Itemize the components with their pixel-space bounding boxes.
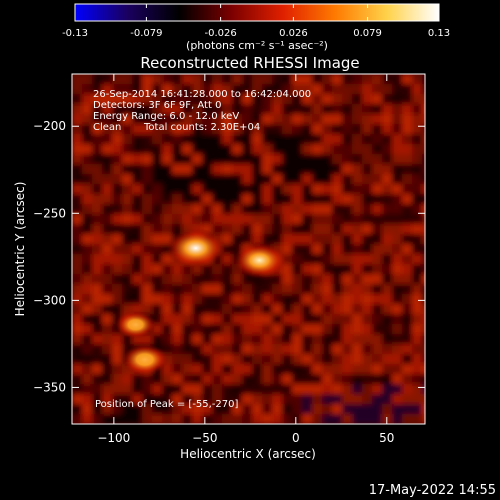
- chart-title: Reconstructed RHESSI Image: [140, 54, 359, 72]
- y-tick-label: −250: [33, 206, 66, 220]
- colorbar-tick-label: 0.079: [353, 28, 382, 39]
- footer-date: 17-May-2022 14:55: [369, 483, 496, 498]
- heatmap-texture: [72, 74, 425, 424]
- annotation-counts: Total counts: 2.30E+04: [143, 122, 260, 133]
- annotation-method: Clean: [93, 122, 121, 133]
- heatmap-source: [114, 310, 157, 339]
- colorbar-tick-label: -0.079: [130, 28, 162, 39]
- colorbar-unit-label: (photons cm⁻² s⁻¹ asec⁻²): [186, 39, 328, 52]
- x-tick-label: −100: [97, 431, 130, 445]
- annotation-energy: Energy Range: 6.0 - 12.0 keV: [93, 111, 239, 122]
- colorbar-tick-label: 0.026: [279, 28, 308, 39]
- colorbar-tick-label: -0.026: [204, 28, 236, 39]
- y-axis: −200 −250 −300 −350: [33, 119, 425, 394]
- y-tick-label: −300: [33, 293, 66, 307]
- plot-frame: [71, 73, 426, 425]
- x-axis: −100 −50 0 50: [97, 74, 394, 445]
- x-axis-label: Heliocentric X (arcsec): [180, 447, 316, 461]
- x-tick-label: −50: [192, 431, 217, 445]
- colorbar: [74, 3, 440, 22]
- heatmap-source: [232, 242, 287, 279]
- heatmap-source: [165, 228, 226, 269]
- y-tick-label: −200: [33, 119, 66, 133]
- annotation-time: 26-Sep-2014 16:41:28.000 to 16:42:04.000: [93, 89, 311, 100]
- x-tick-label: 50: [379, 431, 394, 445]
- annotations: 26-Sep-2014 16:41:28.000 to 16:42:04.000…: [93, 89, 311, 410]
- colorbar-ticks: -0.13 -0.079 -0.026 0.026 0.079 0.13: [62, 4, 450, 39]
- y-axis-label: Heliocentric Y (arcsec): [13, 182, 27, 317]
- colorbar-tick-label: 0.13: [428, 28, 450, 39]
- x-tick-label: 0: [292, 431, 300, 445]
- annotation-detectors: Detectors: 3F 6F 9F, Att 0: [93, 100, 221, 111]
- colorbar-tick-label: -0.13: [62, 28, 88, 39]
- heatmap-image: [72, 74, 425, 424]
- y-tick-label: −350: [33, 380, 66, 394]
- heatmap-sources: [114, 228, 287, 376]
- annotation-peak: Position of Peak = [-55,-270]: [95, 399, 239, 410]
- heatmap-source: [121, 343, 169, 376]
